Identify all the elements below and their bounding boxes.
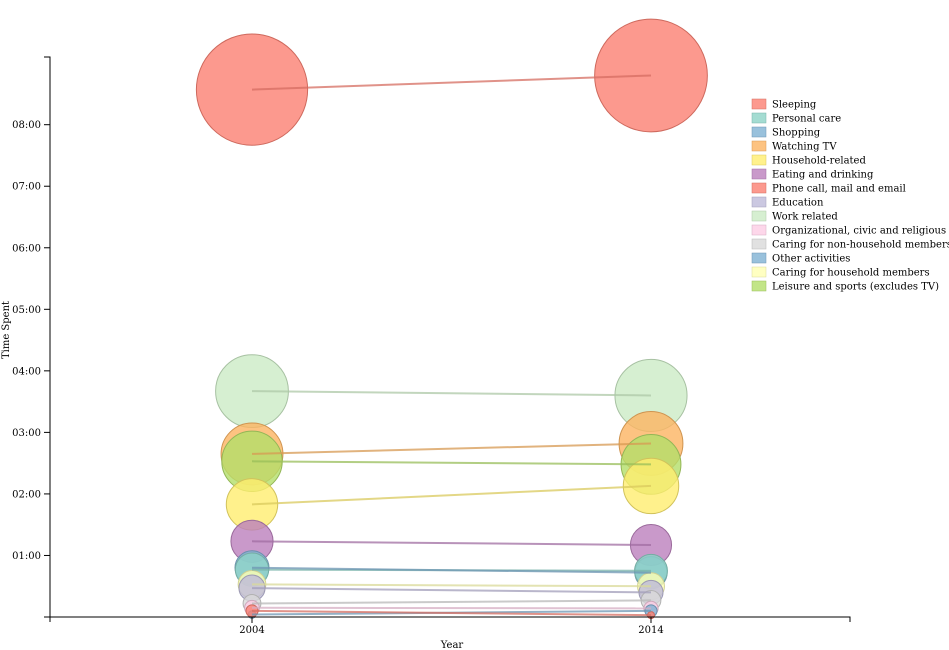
x-axis-line bbox=[49, 616, 851, 622]
x-tick-label-1: 2014 bbox=[638, 625, 663, 636]
series-line-11[interactable] bbox=[251, 566, 652, 574]
legend-label-7: Education bbox=[772, 198, 824, 209]
legend-label-5: Eating and drinking bbox=[772, 170, 874, 181]
legend-swatch-7 bbox=[751, 196, 767, 208]
legend-item-10[interactable]: Caring for non-household members bbox=[751, 238, 949, 251]
y-tick-label-4: 05:00 bbox=[12, 305, 41, 316]
legend-swatch-4 bbox=[751, 154, 767, 166]
series-line-0[interactable] bbox=[251, 74, 652, 91]
y-tick-label-1: 02:00 bbox=[12, 489, 41, 500]
axes: Time Spent Year 01:00 02:00 03:00 04:00 05:0… bbox=[1, 56, 851, 650]
legend-swatch-10 bbox=[751, 238, 767, 250]
y-axis-line bbox=[44, 56, 51, 618]
legend-item-12[interactable]: Caring for household members bbox=[751, 266, 930, 279]
series-bubbles bbox=[195, 18, 708, 620]
legend-label-6: Phone call, mail and email bbox=[772, 184, 906, 195]
legend-label-12: Caring for household members bbox=[772, 268, 930, 279]
legend-label-10: Caring for non-household members bbox=[772, 240, 949, 251]
series-line-3[interactable] bbox=[251, 442, 652, 455]
y-tick-label-3: 04:00 bbox=[12, 366, 41, 377]
legend: Sleeping Personal care Shopping Watching TV… bbox=[751, 98, 949, 293]
legend-swatch-0 bbox=[751, 98, 767, 110]
legend-label-0: Sleeping bbox=[772, 100, 817, 111]
y-tick-label-0: 01:00 bbox=[12, 551, 41, 562]
legend-label-1: Personal care bbox=[772, 114, 841, 125]
series-line-4[interactable] bbox=[251, 484, 652, 506]
legend-label-11: Other activities bbox=[772, 254, 850, 265]
y-tick-label-6: 07:00 bbox=[12, 182, 41, 193]
legend-item-0[interactable]: Sleeping bbox=[751, 98, 817, 111]
series-line-12[interactable] bbox=[251, 583, 652, 588]
legend-swatch-6 bbox=[751, 182, 767, 194]
legend-item-7[interactable]: Education bbox=[751, 196, 824, 209]
legend-swatch-12 bbox=[751, 266, 767, 278]
legend-label-4: Household-related bbox=[772, 156, 866, 167]
series-line-9[interactable] bbox=[251, 606, 652, 610]
x-axis-title: Year bbox=[440, 640, 464, 650]
legend-item-11[interactable]: Other activities bbox=[751, 252, 850, 265]
legend-label-13: Leisure and sports (excludes TV) bbox=[772, 282, 939, 293]
series-lines bbox=[251, 74, 652, 617]
legend-swatch-5 bbox=[751, 168, 767, 180]
legend-label-3: Watching TV bbox=[772, 142, 837, 153]
legend-label-2: Shopping bbox=[772, 128, 821, 139]
legend-label-8: Work related bbox=[772, 212, 838, 223]
series-line-8[interactable] bbox=[251, 390, 652, 397]
y-tick-label-5: 06:00 bbox=[12, 243, 41, 254]
series-line-7[interactable] bbox=[251, 587, 652, 594]
legend-item-13[interactable]: Leisure and sports (excludes TV) bbox=[751, 280, 939, 293]
bubble-series-0-2014[interactable] bbox=[594, 18, 708, 133]
legend-swatch-8 bbox=[751, 210, 767, 222]
legend-item-6[interactable]: Phone call, mail and email bbox=[751, 182, 906, 195]
legend-item-8[interactable]: Work related bbox=[751, 210, 838, 223]
y-tick-label-7: 08:00 bbox=[12, 120, 41, 131]
series-line-6[interactable] bbox=[251, 609, 652, 617]
legend-item-4[interactable]: Household-related bbox=[751, 154, 866, 167]
x-tick-label-0: 2004 bbox=[239, 625, 264, 636]
legend-swatch-9 bbox=[751, 224, 767, 236]
legend-item-3[interactable]: Watching TV bbox=[751, 140, 837, 153]
legend-item-9[interactable]: Organizational, civic and religious acti… bbox=[751, 224, 949, 237]
series-line-5[interactable] bbox=[251, 540, 652, 546]
y-axis-title: Time Spent bbox=[1, 301, 12, 359]
legend-label-9: Organizational, civic and religious acti… bbox=[772, 226, 949, 237]
series-line-13[interactable] bbox=[251, 460, 652, 466]
legend-swatch-13 bbox=[751, 280, 767, 292]
y-tick-label-2: 03:00 bbox=[12, 428, 41, 439]
legend-swatch-11 bbox=[751, 252, 767, 264]
legend-swatch-1 bbox=[751, 112, 767, 124]
legend-item-1[interactable]: Personal care bbox=[751, 112, 841, 125]
series-line-10[interactable] bbox=[251, 599, 652, 605]
legend-swatch-3 bbox=[751, 140, 767, 152]
legend-item-2[interactable]: Shopping bbox=[751, 126, 821, 139]
legend-item-5[interactable]: Eating and drinking bbox=[751, 168, 874, 181]
legend-swatch-2 bbox=[751, 126, 767, 138]
